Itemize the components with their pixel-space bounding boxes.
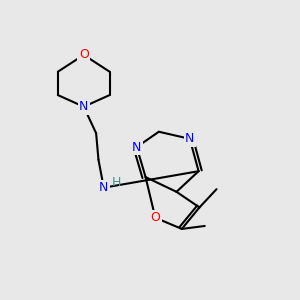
Text: O: O (79, 48, 89, 62)
Text: N: N (132, 141, 141, 154)
Text: O: O (150, 211, 160, 224)
Text: N: N (79, 100, 88, 113)
Text: H: H (112, 176, 121, 189)
Text: N: N (185, 132, 194, 145)
Text: N: N (99, 181, 109, 194)
